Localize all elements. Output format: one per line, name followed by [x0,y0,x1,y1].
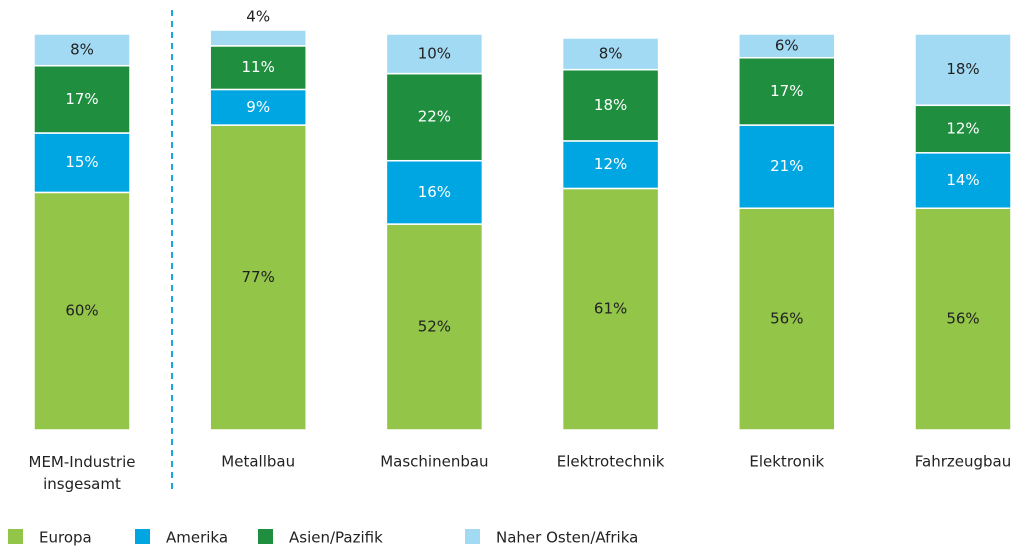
value-label: 15% [65,153,98,171]
bar-segment [561,187,660,431]
value-label: 21% [770,157,803,175]
bar-segment [914,207,1012,431]
bar-segment [914,152,1012,209]
legend-label: Amerika [166,529,228,546]
bar-segment [914,33,1012,107]
value-label: 9% [246,98,270,116]
legend-swatch [258,529,273,544]
value-label: 17% [65,90,98,108]
value-label: 16% [418,183,451,201]
value-label: 22% [418,108,451,126]
bar-segment [738,33,836,59]
bar-segment [33,33,131,67]
x-tick-label: Elektronik [749,453,824,471]
value-label: 61% [594,300,627,318]
x-tick-label: Metallbau [221,453,295,471]
value-label: 17% [770,82,803,100]
bar-segment [738,57,836,126]
bar-segment [738,124,836,209]
bar-segment [561,37,660,71]
bar-segment [561,140,660,190]
bar-segment [385,33,484,75]
value-label: 18% [946,60,979,78]
bar-segment [385,159,484,225]
legend-swatch [465,529,480,544]
value-label: 56% [770,310,803,328]
legend-label: Naher Osten/Afrika [496,529,638,546]
x-tick-label: Maschinenbau [380,453,488,471]
value-label: 11% [242,58,275,76]
value-label: 60% [65,302,98,320]
value-label: 8% [70,40,94,58]
value-label: 77% [242,268,275,286]
value-label: 14% [946,171,979,189]
value-label: 6% [775,36,799,54]
x-tick-label: MEM-Industrie insgesamt [29,453,136,493]
bar-segment [738,207,836,431]
legend-swatch [8,529,23,544]
value-label: 4% [246,8,270,26]
legend-label: Asien/Pazifik [289,529,383,546]
legend-swatch [135,529,150,544]
value-label: 52% [418,318,451,336]
value-label: 10% [418,44,451,62]
value-label: 8% [599,44,623,62]
x-tick-label: Elektrotechnik [557,453,665,471]
bar-segment [33,64,131,134]
bar-segment [209,29,307,47]
bar-segment [914,104,1012,154]
value-label: 56% [946,310,979,328]
bar-segment [385,223,484,431]
legend-label: Europa [39,529,92,546]
bar-segment [385,72,484,162]
x-tick-label: Fahrzeugbau [915,453,1011,471]
value-label: 12% [594,155,627,173]
bar-segment [33,132,131,194]
bar-segment [561,68,660,142]
value-label: 12% [946,120,979,138]
value-label: 18% [594,96,627,114]
